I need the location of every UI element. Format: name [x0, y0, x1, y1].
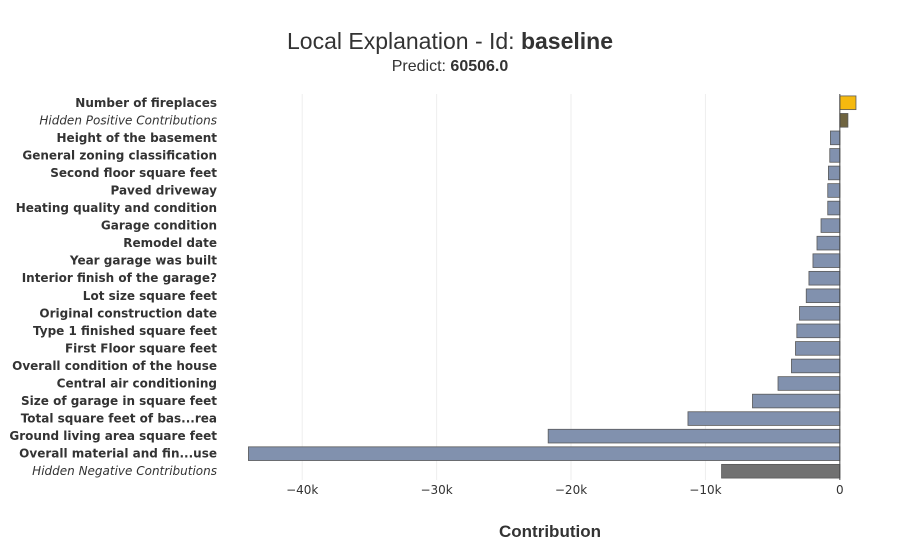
- category-label-9: Year garage was built: [69, 254, 217, 268]
- bar-1[interactable]: [839, 113, 849, 128]
- category-label-20: Overall material and fin...use: [19, 447, 217, 461]
- bar-5[interactable]: [827, 183, 841, 198]
- chart-subtitle: Predict: 60506.0: [0, 58, 900, 76]
- category-label-8: Remodel date: [123, 236, 217, 250]
- chart-title-prefix: Local Explanation - Id:: [286, 28, 521, 54]
- bar-15[interactable]: [791, 358, 841, 374]
- x-tick-label-0: −40k: [286, 483, 318, 497]
- bar-0[interactable]: [839, 95, 857, 111]
- bar-4[interactable]: [828, 165, 841, 181]
- bar-14[interactable]: [795, 341, 841, 356]
- category-label-13: Type 1 finished square feet: [33, 324, 217, 338]
- bar-10[interactable]: [808, 270, 841, 286]
- category-label-1: Hidden Positive Contributions: [39, 113, 217, 127]
- bar-3[interactable]: [829, 148, 841, 163]
- category-label-10: Interior finish of the garage?: [22, 271, 217, 285]
- bar-17[interactable]: [752, 393, 841, 409]
- category-label-11: Lot size square feet: [83, 289, 217, 303]
- category-label-19: Ground living area square feet: [9, 429, 217, 443]
- category-label-15: Overall condition of the house: [12, 359, 217, 373]
- category-label-7: Garage condition: [101, 219, 217, 233]
- category-label-17: Size of garage in square feet: [21, 394, 217, 408]
- x-tick-label-3: −10k: [689, 483, 721, 497]
- bar-18[interactable]: [687, 411, 841, 426]
- category-label-21: Hidden Negative Contributions: [32, 464, 217, 478]
- x-tick-label-4: 0: [836, 483, 844, 497]
- bar-12[interactable]: [799, 306, 841, 321]
- bar-2[interactable]: [830, 130, 841, 146]
- bar-20[interactable]: [248, 446, 841, 461]
- category-label-4: Second floor square feet: [50, 166, 217, 180]
- chart-title-id: baseline: [520, 28, 614, 54]
- bar-7[interactable]: [820, 218, 841, 233]
- bar-6[interactable]: [827, 200, 841, 216]
- bar-21[interactable]: [721, 463, 841, 479]
- category-label-3: General zoning classification: [22, 148, 217, 162]
- bar-19[interactable]: [547, 428, 841, 444]
- chart-subtitle-prefix: Predict:: [391, 58, 451, 75]
- x-axis-title: Contribution: [499, 522, 601, 541]
- chart-subtitle-value: 60506.0: [450, 58, 509, 75]
- category-label-0: Number of fireplaces: [75, 96, 217, 110]
- x-tick-label-1: −30k: [420, 483, 452, 497]
- category-label-14: First Floor square feet: [65, 341, 217, 355]
- category-label-18: Total square feet of bas...rea: [21, 412, 217, 426]
- bar-8[interactable]: [816, 235, 841, 251]
- bar-9[interactable]: [812, 253, 841, 268]
- bar-16[interactable]: [777, 376, 841, 391]
- x-tick-label-2: −20k: [555, 483, 587, 497]
- category-label-5: Paved driveway: [110, 184, 217, 198]
- category-label-16: Central air conditioning: [57, 377, 217, 391]
- category-label-6: Heating quality and condition: [16, 201, 217, 215]
- category-label-12: Original construction date: [39, 306, 217, 320]
- bar-13[interactable]: [796, 323, 841, 339]
- category-label-2: Height of the basement: [57, 131, 218, 145]
- chart-title: Local Explanation - Id: baseline: [0, 28, 900, 55]
- bar-11[interactable]: [805, 288, 841, 304]
